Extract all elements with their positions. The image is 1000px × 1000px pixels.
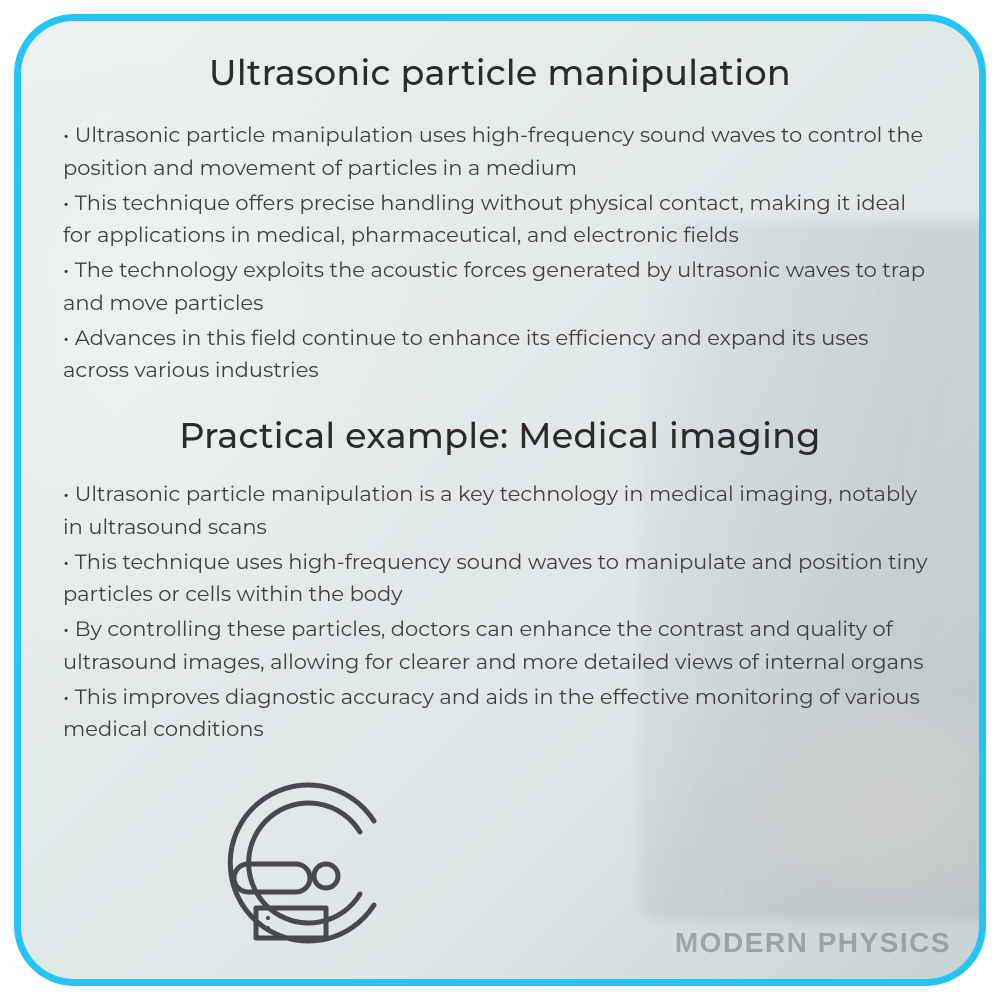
bullet-item: • The technology exploits the acoustic f… [63,255,937,321]
bullet-item: • Advances in this field continue to enh… [63,323,937,389]
bullet-item: • By controlling these particles, doctor… [63,614,937,680]
bullet-item: • Ultrasonic particle manipulation is a … [63,479,937,545]
section-1-bullets: • Ultrasonic particle manipulation uses … [63,120,937,388]
bullet-item: • This improves diagnostic accuracy and … [63,682,937,748]
watermark-text: MODERN PHYSICS [675,927,951,959]
main-title: Ultrasonic particle manipulation [63,51,937,94]
bullet-item: • This technique uses high-frequency sou… [63,547,937,613]
content-area: Ultrasonic particle manipulation • Ultra… [63,51,937,747]
subtitle: Practical example: Medical imaging [63,414,937,457]
page-container: Ultrasonic particle manipulation • Ultra… [0,0,1000,1000]
section-2-bullets: • Ultrasonic particle manipulation is a … [63,479,937,747]
ct-scanner-icon [196,776,416,951]
bullet-item: • This technique offers precise handling… [63,188,937,254]
bullet-item: • Ultrasonic particle manipulation uses … [63,120,937,186]
card-frame: Ultrasonic particle manipulation • Ultra… [14,14,986,986]
